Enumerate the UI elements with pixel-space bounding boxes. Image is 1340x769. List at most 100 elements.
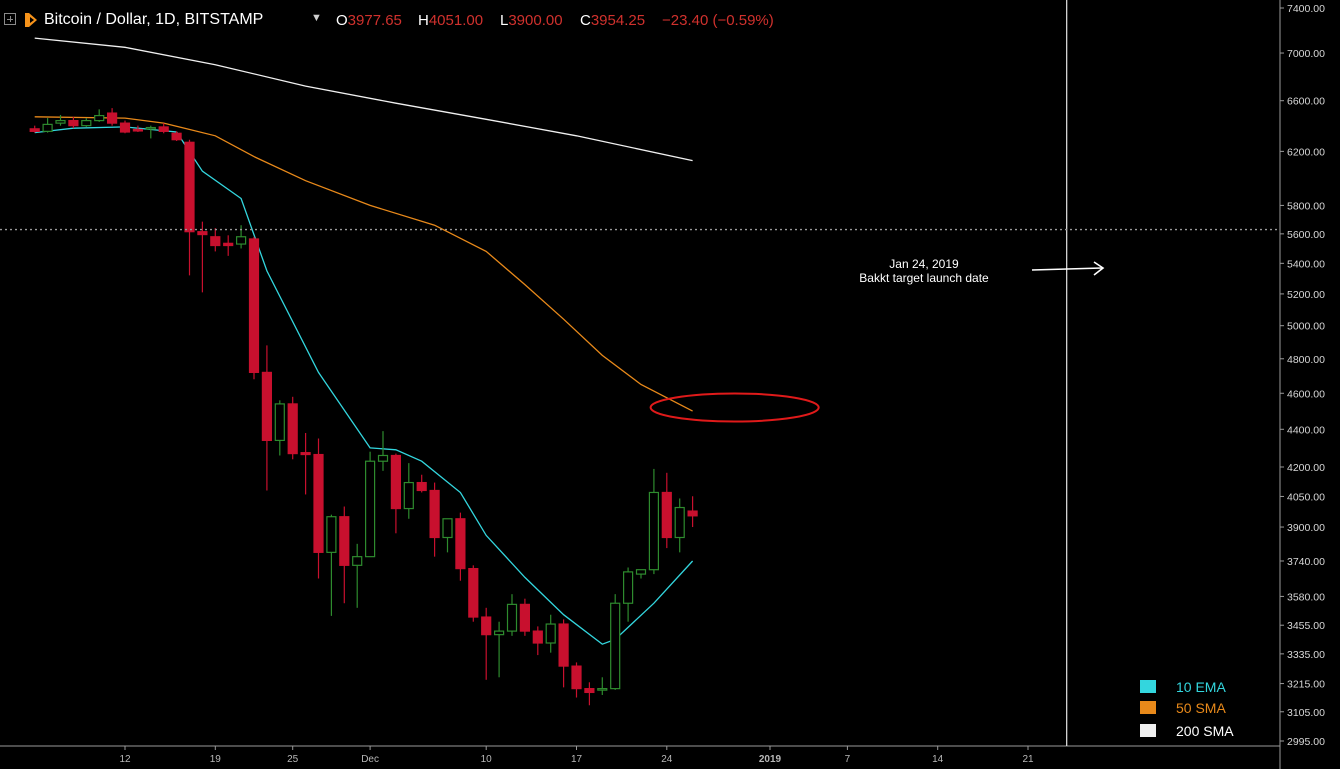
candle-down (287, 396, 298, 460)
candle-body (29, 128, 40, 132)
legend-label: 10 EMA (1176, 679, 1226, 695)
x-tick-label: 21 (1022, 754, 1034, 765)
y-tick-label: 7400.00 (1287, 3, 1325, 15)
candle-body (377, 454, 389, 462)
candle-down (687, 496, 698, 528)
y-tick-label: 5600.00 (1287, 229, 1325, 241)
y-tick-label: 3455.00 (1287, 620, 1325, 632)
annotation-text: Bakkt target launch date (859, 271, 989, 285)
y-tick-label: 3105.00 (1287, 707, 1325, 719)
candle-body (442, 518, 453, 539)
candle-body (106, 112, 118, 124)
y-tick-label: 3900.00 (1287, 522, 1325, 534)
candle-down (68, 116, 79, 129)
highlight-ellipse (649, 392, 820, 423)
candle-body (287, 403, 298, 455)
candle-down (210, 228, 221, 252)
candle-down (29, 125, 40, 133)
caret-down-icon[interactable]: ▼ (311, 12, 322, 24)
candle-body (622, 571, 634, 604)
y-tick-label: 6200.00 (1287, 146, 1325, 158)
candle-up (597, 677, 608, 695)
plus-square-icon[interactable] (4, 13, 16, 25)
candle-body (403, 481, 414, 510)
candle-down (532, 626, 543, 656)
chart-header: Bitcoin / Dollar, 1D, BITSTAMP ▼ O3977.6… (0, 0, 1280, 40)
y-tick-label: 5400.00 (1287, 258, 1325, 270)
candle-body (455, 518, 466, 570)
candle-body (171, 132, 182, 141)
candle-up (55, 114, 66, 126)
candle-body (519, 603, 531, 632)
candle-up (648, 468, 660, 575)
candle-down (455, 512, 466, 581)
legend-item-sma200[interactable]: 200 SMA (1134, 720, 1274, 740)
candle-down (661, 472, 672, 549)
candle-down (416, 474, 427, 493)
candle-body (687, 510, 698, 517)
candle-up (145, 125, 156, 139)
candle-body (429, 489, 440, 539)
y-tick-label: 3335.00 (1287, 649, 1325, 661)
y-tick-label: 3740.00 (1287, 556, 1325, 568)
candle-up (674, 498, 685, 553)
candle-down (158, 123, 169, 134)
y-tick-label: 5800.00 (1287, 200, 1325, 212)
candle-body (236, 236, 247, 245)
legend-swatch (1140, 701, 1156, 714)
y-tick-label: 6600.00 (1287, 96, 1325, 108)
x-tick-label: 12 (119, 754, 131, 765)
symbol-title[interactable]: Bitcoin / Dollar, 1D, BITSTAMP (44, 11, 264, 28)
candle-body (390, 454, 401, 510)
candle-body (545, 623, 556, 644)
candle-body (94, 114, 105, 122)
x-tick-label: 19 (210, 754, 222, 765)
ohlc-change: −23.40 (−0.59%) (662, 12, 774, 29)
candle-up (442, 518, 453, 553)
candle-down (300, 432, 311, 495)
x-tick-label: 7 (845, 754, 851, 765)
y-tick-label: 4200.00 (1287, 462, 1325, 474)
candle-body (532, 630, 543, 644)
ohlc-high: H4051.00 (418, 12, 484, 29)
candle-body (261, 371, 272, 442)
candle-down (261, 345, 272, 491)
candle-down (390, 453, 401, 534)
candle-up (622, 567, 634, 622)
candle-body (558, 623, 569, 667)
annotation-text: Jan 24, 2019 (889, 257, 959, 271)
candle-body (132, 128, 143, 132)
candle-down (429, 482, 440, 557)
candle-up (42, 118, 53, 133)
y-tick-label: 7000.00 (1287, 48, 1325, 60)
legend-label: 50 SMA (1176, 700, 1226, 716)
candle-body (648, 491, 660, 571)
candle-body (158, 126, 169, 132)
legend-item-sma50[interactable]: 50 SMA (1134, 697, 1274, 717)
candle-body (584, 688, 595, 694)
y-tick-label: 3215.00 (1287, 679, 1325, 691)
candle-body (145, 126, 156, 130)
ohlc-open: O3977.65 (336, 12, 402, 29)
candle-body (119, 122, 131, 133)
candle-down (571, 662, 582, 698)
ema10-line (34, 126, 694, 645)
candle-down (313, 438, 324, 579)
candle-body (506, 603, 518, 632)
arrow-shaft (1031, 267, 1103, 271)
candle-up (545, 614, 556, 653)
y-tick-label: 2995.00 (1287, 736, 1325, 748)
y-tick-label: 5000.00 (1287, 321, 1325, 333)
y-tick-label: 4050.00 (1287, 491, 1325, 503)
legend-item-ema10[interactable]: 10 EMA (1134, 676, 1274, 696)
candle-body (42, 123, 53, 132)
x-tick-label: 10 (481, 754, 493, 765)
x-tick-label: 17 (571, 754, 583, 765)
candle-up (377, 431, 389, 471)
candle-down (106, 108, 118, 126)
candle-body (313, 453, 324, 553)
y-tick-label: 4400.00 (1287, 424, 1325, 436)
candle-up (506, 594, 518, 636)
